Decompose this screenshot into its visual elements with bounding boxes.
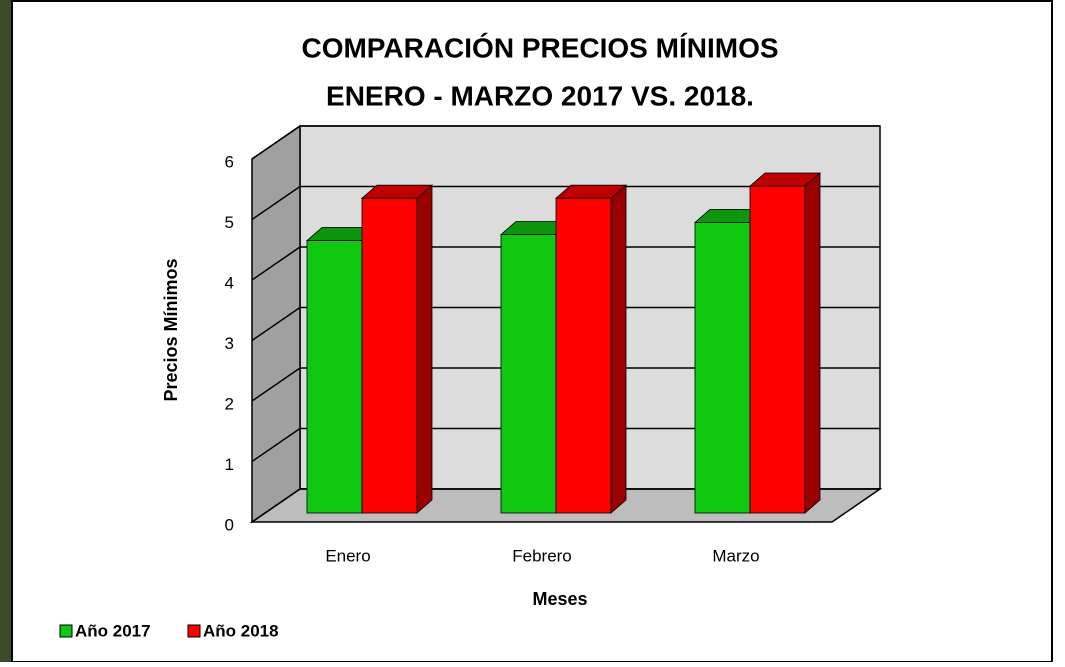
y-tick-label: 6: [225, 152, 234, 171]
legend-label: Año 2017: [75, 621, 151, 640]
y-tick-label: 5: [225, 213, 234, 232]
grid-line: [251, 125, 301, 160]
bar: [555, 197, 612, 514]
y-tick-label: 2: [225, 394, 234, 413]
y-tick-label: 1: [225, 455, 234, 474]
x-tick-label: Marzo: [712, 546, 759, 565]
y-tick-label: 4: [225, 273, 234, 292]
bar-side: [610, 184, 627, 514]
y-axis-label: Precios Mínimos: [161, 258, 181, 401]
legend-swatch: [59, 624, 73, 638]
background-strip: [0, 0, 12, 662]
bar-side: [416, 184, 433, 514]
grid-line: [251, 488, 301, 523]
bar: [500, 234, 557, 514]
x-axis-label: Meses: [532, 589, 587, 609]
legend-label: Año 2018: [203, 621, 279, 640]
bar-side: [804, 172, 821, 514]
grid-line: [251, 367, 301, 402]
grid-line: [251, 306, 301, 342]
bar: [694, 222, 751, 514]
x-tick-label: Enero: [325, 546, 370, 565]
grid-line: [251, 246, 301, 281]
chart-title: COMPARACIÓN PRECIOS MÍNIMOS: [301, 32, 778, 63]
y-tick-label: 3: [225, 334, 234, 353]
x-tick-label: Febrero: [512, 546, 572, 565]
bar: [361, 197, 418, 514]
chart-title: ENERO - MARZO 2017 VS. 2018.: [326, 80, 754, 111]
grid-line: [251, 185, 301, 221]
y-tick-label: 0: [225, 515, 234, 534]
legend-swatch: [187, 624, 201, 638]
bar: [306, 240, 363, 514]
grid-line: [251, 427, 301, 463]
bar: [749, 185, 806, 514]
